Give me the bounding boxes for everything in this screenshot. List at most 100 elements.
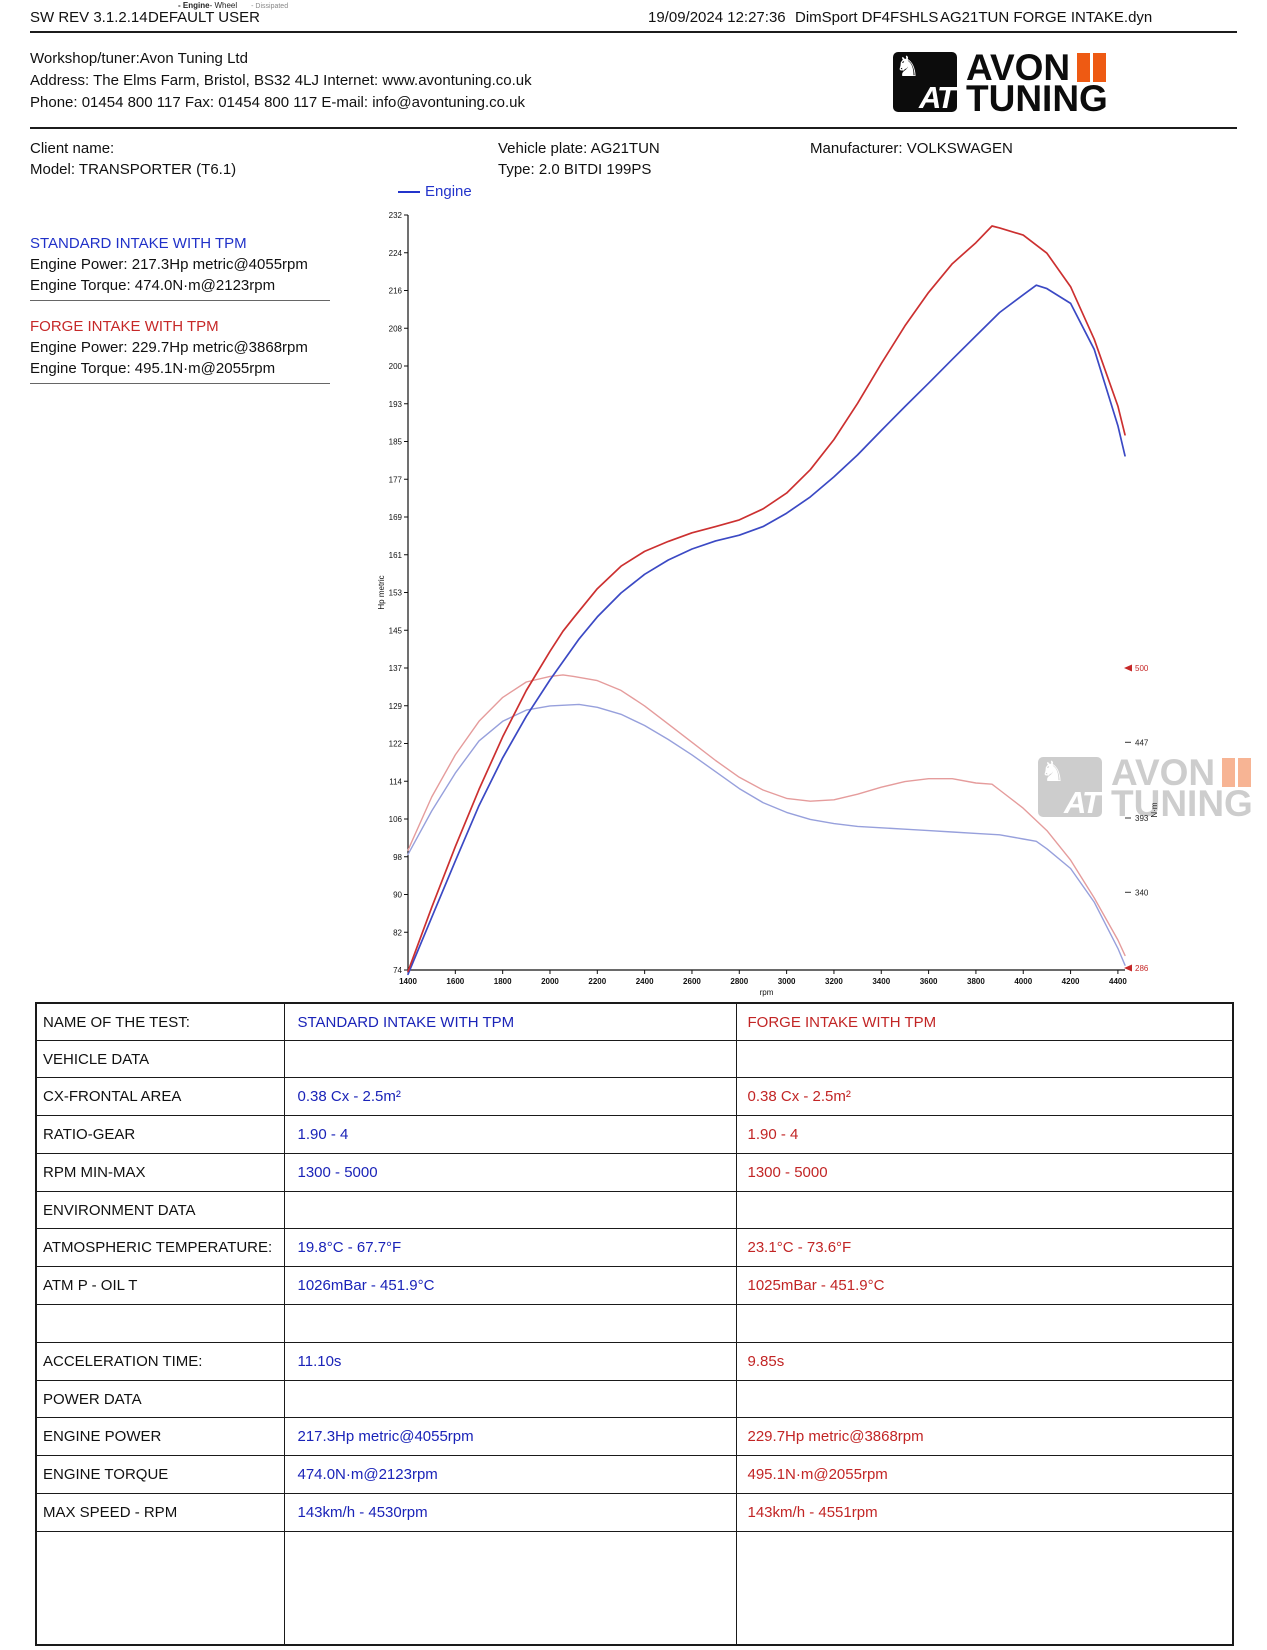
svg-text:500: 500 (1135, 664, 1149, 673)
workshop-address: Address: The Elms Farm, Bristol, BS32 4L… (30, 72, 532, 89)
row-label: NAME OF THE TEST: (35, 1002, 285, 1041)
workshop-info: Workshop/tuner:Avon Tuning Ltd Address: … (30, 48, 532, 114)
svg-text:153: 153 (389, 589, 403, 598)
vehicle-manufacturer: Manufacturer: VOLKSWAGEN (810, 140, 1013, 157)
annotation-divider (30, 383, 330, 384)
logo-emblem: ♞ AT (893, 52, 957, 115)
svg-text:106: 106 (389, 815, 403, 824)
manufacturer-column: Manufacturer: VOLKSWAGEN (810, 138, 1013, 159)
report-filename: AG21TUN FORGE INTAKE.dyn (940, 9, 1153, 26)
row-label (35, 1304, 285, 1343)
legend-dissipated-type: - Dissipated (251, 3, 289, 10)
row-label: POWER DATA (35, 1380, 285, 1418)
row-label: ENGINE TORQUE (35, 1455, 285, 1494)
watermark-words: AVON TUNING (1111, 754, 1253, 822)
test-results-table: NAME OF THE TEST: STANDARD INTAKE WITH TP… (35, 1002, 1234, 1646)
workshop-contact: Phone: 01454 800 117 Fax: 01454 800 117 … (30, 94, 526, 111)
table-row-engine-torque: ENGINE TORQUE 474.0N·m@2123rpm 495.1N·m@20… (35, 1455, 1234, 1494)
svg-text:137: 137 (389, 664, 403, 673)
software-revision: SW REV 3.1.2.14 (30, 9, 148, 26)
row-label: VEHICLE DATA (35, 1040, 285, 1078)
svg-text:224: 224 (389, 249, 403, 258)
row-label: CX-FRONTAL AREA (35, 1077, 285, 1116)
row-label: ACCELERATION TIME: (35, 1342, 285, 1381)
svg-text:216: 216 (389, 287, 403, 296)
svg-text:169: 169 (389, 513, 403, 522)
standard-value: 1.90 - 4 (283, 1115, 737, 1154)
table-row-vehicle-data: VEHICLE DATA (35, 1040, 1234, 1078)
logo-words: AVON TUNING (966, 49, 1108, 119)
svg-text:98: 98 (393, 853, 402, 862)
standard-value: 217.3Hp metric@4055rpm (283, 1417, 737, 1456)
legend-engine-type: - Engine (178, 1, 210, 10)
logo-at-monogram: AT (918, 80, 956, 115)
svg-text:2600: 2600 (683, 977, 701, 986)
table-row-ratio-gear: RATIO-GEAR 1.90 - 4 1.90 - 4 (35, 1115, 1234, 1154)
forge-value (735, 1304, 1234, 1343)
forge-value (735, 1531, 1234, 1646)
logo-orange-bars-icon (1077, 53, 1107, 82)
logo-word-tuning: TUNING (966, 78, 1108, 119)
standard-result-block: STANDARD INTAKE WITH TPM Engine Power: 2… (30, 233, 308, 296)
row-label: ENGINE POWER (35, 1417, 285, 1456)
svg-text:4000: 4000 (1014, 977, 1032, 986)
standard-value (283, 1380, 737, 1418)
annotation-divider (30, 300, 330, 301)
client-model: Model: TRANSPORTER (T6.1) (30, 161, 237, 178)
svg-text:N·m: N·m (1150, 802, 1159, 817)
forge-value: 229.7Hp metric@3868rpm (735, 1417, 1234, 1456)
dyno-chart: ♞ AT AVON TUNING 1400 1600 1800 2000 2200 240… (370, 205, 1253, 1005)
workshop-divider (30, 127, 1237, 129)
vehicle-column: Vehicle plate: AG21TUN Type: 2.0 BITDI 1… (498, 138, 660, 180)
forge-value (735, 1380, 1234, 1418)
dyno-device-name: DimSport DF4FSHLS (795, 9, 939, 26)
row-label: MAX SPEED - RPM (35, 1493, 285, 1532)
standard-value: STANDARD INTAKE WITH TPM (283, 1002, 737, 1041)
svg-text:1600: 1600 (446, 977, 464, 986)
svg-text:447: 447 (1135, 738, 1149, 747)
svg-text:3800: 3800 (967, 977, 985, 986)
watermark-emblem: ♞ AT (1038, 757, 1102, 820)
forge-result-power: Engine Power: 229.7Hp metric@3868rpm (30, 339, 308, 356)
legend-wheel-type: - Wheel (209, 1, 238, 10)
standard-result-power: Engine Power: 217.3Hp metric@4055rpm (30, 256, 308, 273)
forge-result-block: FORGE INTAKE WITH TPM Engine Power: 229.… (30, 316, 308, 379)
svg-text:114: 114 (389, 777, 402, 786)
forge-value: 495.1N·m@2055rpm (735, 1455, 1234, 1494)
forge-value (735, 1040, 1234, 1078)
user-name: DEFAULT USER (148, 9, 260, 26)
table-row-engine-power: ENGINE POWER 217.3Hp metric@4055rpm 229.7H… (35, 1417, 1234, 1456)
vehicle-type: Type: 2.0 BITDI 199PS (498, 161, 652, 178)
svg-text:208: 208 (389, 324, 403, 333)
forge-value: FORGE INTAKE WITH TPM (735, 1002, 1234, 1041)
standard-value: 1026mBar - 451.9°C (283, 1266, 737, 1305)
svg-text:3200: 3200 (825, 977, 843, 986)
forge-value: 0.38 Cx - 2.5m² (735, 1077, 1234, 1116)
client-name-label: Client name: (30, 140, 115, 157)
svg-text:161: 161 (389, 551, 403, 560)
report-datetime: 19/09/2024 12:27:36 (648, 9, 786, 26)
workshop-name: Workshop/tuner:Avon Tuning Ltd (30, 50, 248, 67)
standard-value (283, 1531, 737, 1646)
forge-result-torque: Engine Torque: 495.1N·m@2055rpm (30, 360, 276, 377)
table-row-power-data: POWER DATA (35, 1380, 1234, 1418)
svg-text:1400: 1400 (399, 977, 417, 986)
svg-text:3400: 3400 (872, 977, 890, 986)
svg-text:193: 193 (389, 400, 403, 409)
forge-value (735, 1191, 1234, 1229)
legend-label: Engine (425, 183, 472, 200)
table-row-blank-14 (35, 1531, 1234, 1646)
svg-text:rpm: rpm (760, 988, 774, 997)
standard-value: 474.0N·m@2123rpm (283, 1455, 737, 1494)
forge-value: 1025mBar - 451.9°C (735, 1266, 1234, 1305)
svg-text:2000: 2000 (541, 977, 559, 986)
standard-result-torque: Engine Torque: 474.0N·m@2123rpm (30, 277, 276, 294)
svg-text:74: 74 (393, 966, 402, 975)
svg-text:4200: 4200 (1062, 977, 1080, 986)
svg-text:2800: 2800 (730, 977, 748, 986)
forge-value: 143km/h - 4551rpm (735, 1493, 1234, 1532)
table-row-name-of-the-test: NAME OF THE TEST: STANDARD INTAKE WITH TP… (35, 1002, 1234, 1041)
header-divider (30, 31, 1237, 33)
curve-type-legend: - Engine- Wheel - Dissipated (178, 1, 288, 10)
